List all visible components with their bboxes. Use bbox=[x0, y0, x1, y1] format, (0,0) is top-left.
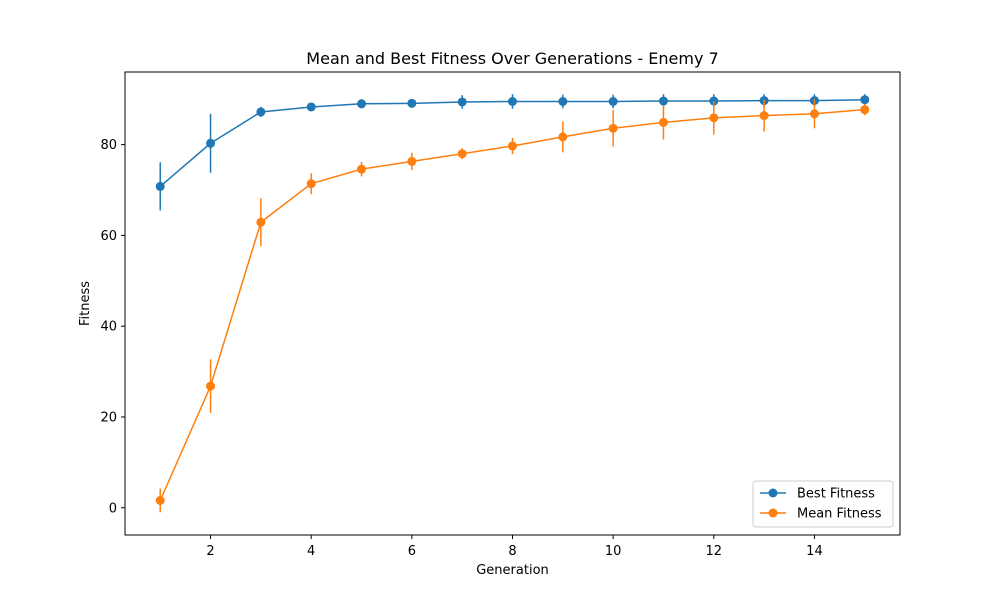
data-point-best bbox=[508, 97, 517, 107]
x-tick-label: 14 bbox=[806, 544, 823, 559]
series-layer bbox=[155, 94, 870, 513]
legend-marker-mean bbox=[768, 508, 778, 518]
x-axis-ticks: 2 4 6 8 10 12 14 bbox=[206, 535, 823, 559]
data-point-best bbox=[206, 138, 216, 148]
data-point-mean bbox=[759, 111, 769, 121]
data-point-mean bbox=[558, 132, 568, 142]
data-point-mean bbox=[357, 164, 367, 174]
legend-label-best: Best Fitness bbox=[797, 487, 875, 502]
x-tick-label: 8 bbox=[508, 544, 516, 559]
x-tick-label: 6 bbox=[408, 544, 416, 559]
data-point-best bbox=[608, 97, 618, 107]
data-point-mean bbox=[407, 156, 417, 166]
series-line-mean bbox=[159, 108, 865, 501]
data-point-mean bbox=[809, 109, 819, 119]
data-point-mean bbox=[508, 141, 517, 151]
legend-marker-best bbox=[768, 488, 778, 498]
legend-item-best: Best Fitness bbox=[760, 487, 875, 502]
x-tick-label: 10 bbox=[605, 544, 622, 559]
y-tick-label: 60 bbox=[100, 229, 117, 244]
data-point-mean bbox=[206, 381, 216, 391]
data-point-best bbox=[558, 97, 568, 107]
data-point-best bbox=[155, 181, 165, 191]
data-point-mean bbox=[155, 496, 165, 506]
legend-label-mean: Mean Fitness bbox=[797, 507, 882, 522]
data-point-mean bbox=[608, 123, 618, 133]
data-point-mean bbox=[860, 105, 870, 115]
data-point-best bbox=[407, 98, 417, 108]
data-point-best bbox=[457, 97, 467, 107]
data-point-best bbox=[256, 107, 266, 117]
y-tick-label: 40 bbox=[100, 320, 117, 335]
data-point-best bbox=[357, 99, 367, 109]
legend-frame bbox=[752, 480, 894, 528]
x-tick-label: 4 bbox=[307, 544, 315, 559]
chart-title: Mean and Best Fitness Over Generations -… bbox=[306, 49, 718, 68]
data-point-mean bbox=[457, 149, 467, 159]
y-tick-label: 0 bbox=[109, 501, 117, 516]
y-tick-label: 20 bbox=[100, 410, 117, 425]
y-tick-label: 80 bbox=[100, 138, 117, 153]
x-tick-label: 12 bbox=[706, 544, 723, 559]
data-point-mean bbox=[658, 117, 668, 127]
x-tick-label: 2 bbox=[206, 544, 214, 559]
series-mean bbox=[155, 99, 870, 513]
data-point-mean bbox=[256, 217, 266, 227]
data-point-best bbox=[306, 102, 316, 112]
y-axis-label: Fitness bbox=[78, 281, 93, 326]
data-point-mean bbox=[306, 179, 316, 189]
legend: Best Fitness Mean Fitness bbox=[752, 480, 894, 528]
data-point-best bbox=[658, 96, 668, 106]
legend-item-mean: Mean Fitness bbox=[760, 507, 882, 522]
data-point-mean bbox=[709, 113, 719, 123]
data-point-best bbox=[860, 95, 870, 105]
x-axis-label: Generation bbox=[476, 563, 549, 578]
y-axis-ticks: 0 20 40 60 80 bbox=[100, 138, 125, 516]
